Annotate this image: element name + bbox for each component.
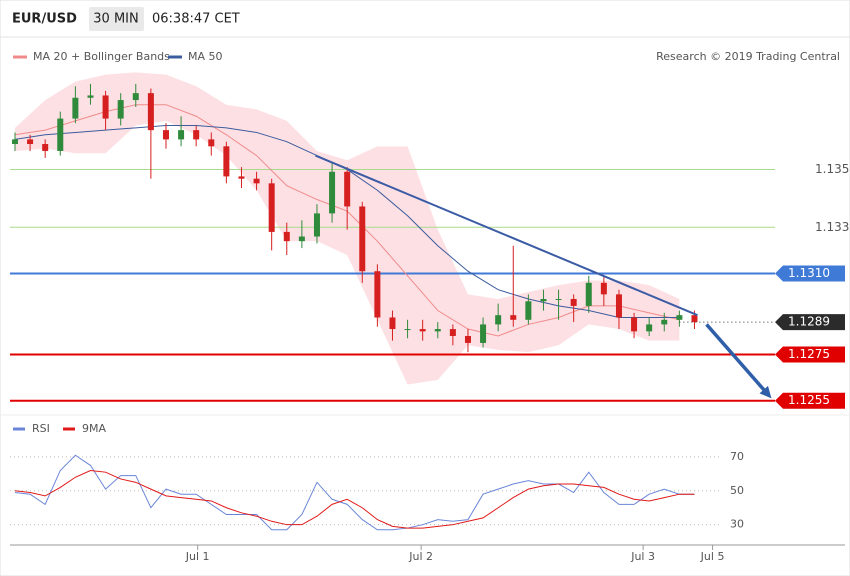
candle-body xyxy=(555,298,562,300)
candle-body xyxy=(238,176,245,179)
candle-body xyxy=(570,298,577,306)
candle-body xyxy=(404,329,411,331)
level-label: 1.1275 xyxy=(788,347,830,361)
candle-body xyxy=(434,329,441,332)
candle-body xyxy=(480,324,487,343)
y-tick-label: 30 xyxy=(730,518,744,531)
legend-label: RSI xyxy=(32,422,50,435)
candle-body xyxy=(495,315,502,325)
legend-label: MA 20 + Bollinger Bands xyxy=(33,50,170,63)
series-line xyxy=(14,469,695,529)
credit: Research © 2019 Trading Central xyxy=(656,50,840,63)
candle-body xyxy=(449,329,456,336)
level-label: 1.1310 xyxy=(788,266,830,280)
candle-body xyxy=(27,139,34,145)
candle-body xyxy=(525,301,532,320)
candle-body xyxy=(208,139,215,147)
candle-body xyxy=(691,315,698,323)
candle-body xyxy=(389,317,396,330)
candle-body xyxy=(329,171,336,214)
level-tag xyxy=(775,392,845,409)
candle-body xyxy=(631,317,638,332)
candle-body xyxy=(102,95,109,119)
candle-body xyxy=(42,144,49,151)
candle-body xyxy=(313,213,320,237)
candle-body xyxy=(72,97,79,119)
candle-body xyxy=(193,130,200,140)
level-tag xyxy=(775,314,845,331)
candle-body xyxy=(359,206,366,272)
candle-body xyxy=(344,171,351,207)
candle-body xyxy=(510,315,517,320)
candle-body xyxy=(162,130,169,140)
candle-body xyxy=(464,335,471,343)
interval: 30 MIN xyxy=(93,12,138,27)
candle-body xyxy=(11,139,18,145)
symbol: EUR/USD xyxy=(12,12,77,27)
x-tick-label: Jul 2 xyxy=(408,550,433,563)
series-line xyxy=(14,454,695,531)
candle-body xyxy=(178,130,185,140)
arrow-head xyxy=(759,385,772,399)
x-tick-label: Jul 1 xyxy=(185,550,210,563)
candle-body xyxy=(147,93,154,131)
candle-body xyxy=(600,282,607,295)
candle-body xyxy=(283,231,290,242)
interval-box xyxy=(89,7,144,31)
candle-body xyxy=(87,95,94,98)
candle-body xyxy=(540,298,547,302)
level-label: 1.1289 xyxy=(788,315,830,329)
legend-label: 9MA xyxy=(82,422,106,435)
y-tick-label: 70 xyxy=(730,450,744,463)
candle-body xyxy=(661,319,668,325)
candle-body xyxy=(676,315,683,320)
candle-body xyxy=(253,178,260,184)
candle-body xyxy=(117,100,124,119)
level-tag xyxy=(775,346,845,363)
candle-body xyxy=(615,294,622,318)
level-tag xyxy=(775,265,845,282)
x-tick-label: Jul 5 xyxy=(700,550,725,563)
legend-label: MA 50 xyxy=(188,50,223,63)
time: 06:38:47 CET xyxy=(152,12,240,27)
level-label: 1.1255 xyxy=(788,393,830,407)
candle-body xyxy=(223,146,230,177)
trendline xyxy=(315,154,698,317)
y-tick-label: 50 xyxy=(730,484,744,497)
level-label: 1.1355 xyxy=(815,162,850,176)
candle-body xyxy=(298,236,305,242)
candle-body xyxy=(419,329,426,332)
level-label: 1.1330 xyxy=(815,220,850,234)
candle-body xyxy=(132,93,139,101)
candle-body xyxy=(57,118,64,151)
candle-body xyxy=(374,271,381,318)
x-tick-label: Jul 3 xyxy=(630,550,655,563)
forecast-arrow xyxy=(705,323,768,394)
candle-body xyxy=(268,183,275,232)
candle-body xyxy=(585,282,592,306)
candle-body xyxy=(646,324,653,332)
